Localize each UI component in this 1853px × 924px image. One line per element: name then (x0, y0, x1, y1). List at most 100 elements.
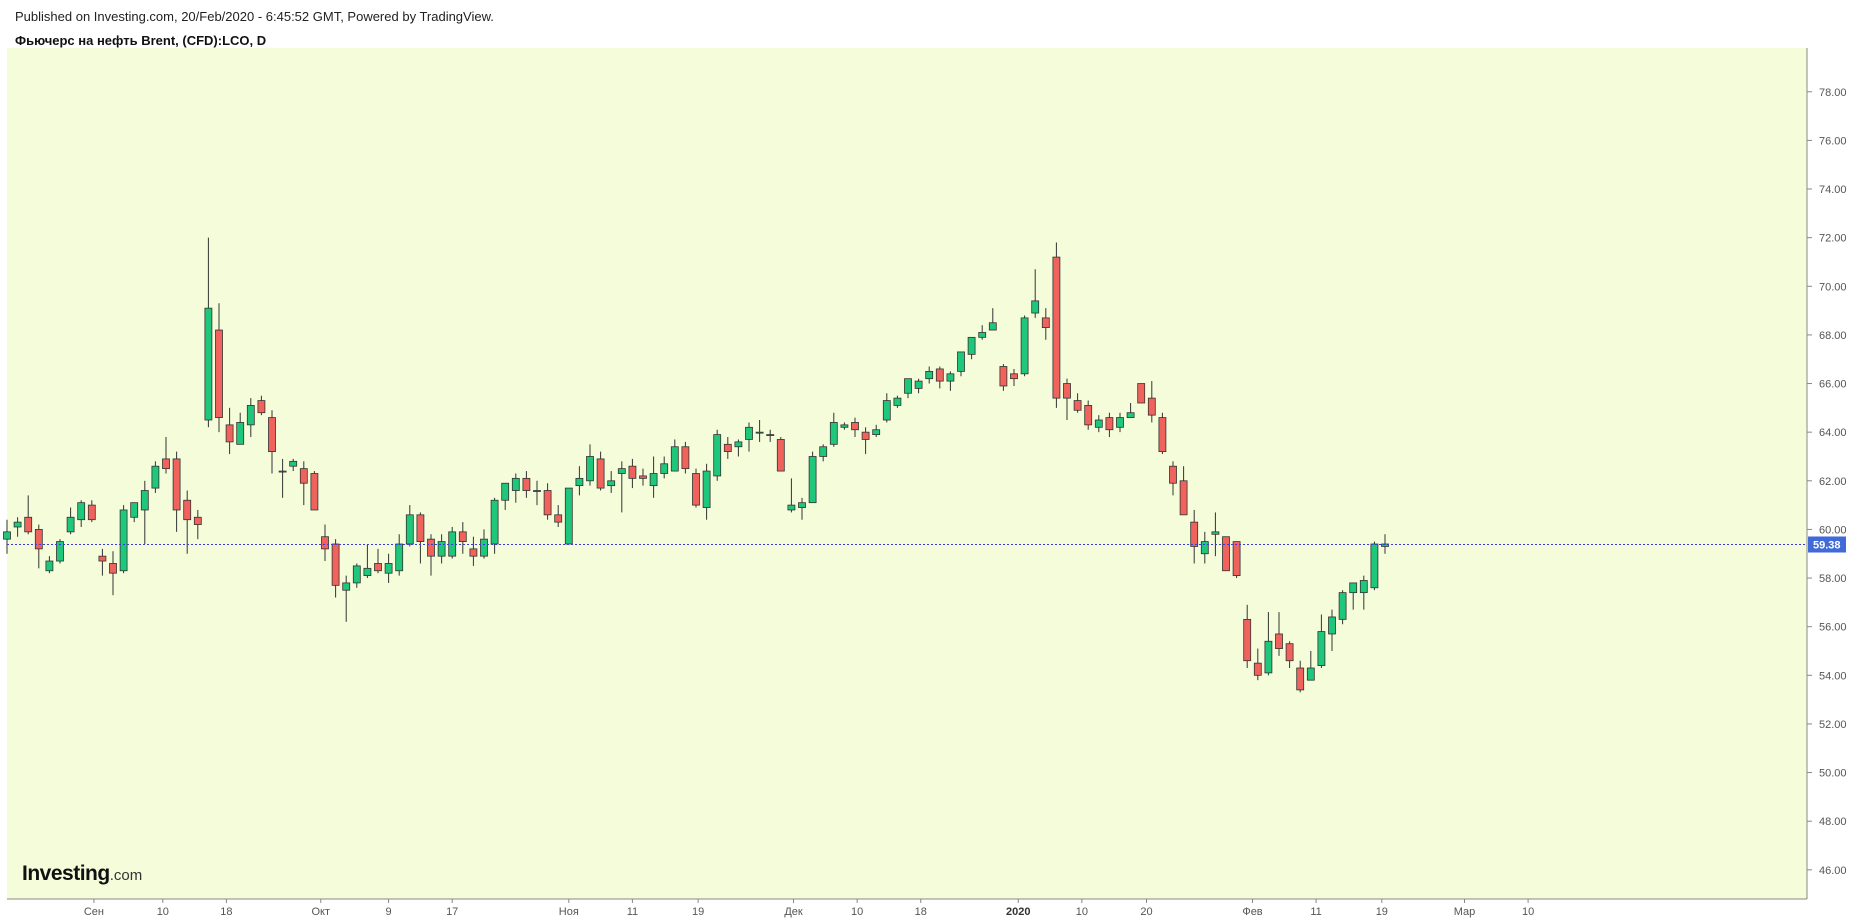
candle (77, 500, 86, 527)
candle (734, 439, 743, 457)
y-tick-label: 58.00 (1819, 573, 1847, 585)
candle-body (257, 400, 266, 414)
candle (766, 429, 775, 442)
candle (533, 480, 541, 506)
candle (872, 424, 881, 438)
candle-body (522, 477, 531, 491)
candle (745, 422, 753, 452)
candle (342, 575, 351, 622)
candle (787, 478, 796, 513)
candle (225, 407, 234, 455)
candle-body (639, 475, 647, 479)
candle-body (1041, 317, 1050, 329)
investing-logo: Investing.com (22, 862, 142, 886)
candle (204, 237, 213, 428)
plot-area[interactable] (7, 48, 1807, 899)
candle (978, 325, 987, 340)
candle (193, 509, 202, 540)
candle (596, 451, 605, 491)
candle-body (310, 473, 319, 511)
candle-body (935, 368, 944, 382)
candle (257, 395, 266, 416)
candle-body (140, 490, 149, 511)
candle (639, 468, 647, 486)
candle-body (98, 555, 107, 562)
candle-body (172, 458, 181, 511)
candle (1200, 531, 1209, 564)
candle-body (1211, 531, 1220, 535)
candle (861, 427, 870, 455)
candle (363, 544, 372, 579)
candle-body (1200, 541, 1209, 555)
candle-body (1370, 543, 1379, 589)
candle-body (988, 322, 997, 331)
candle (1253, 648, 1262, 681)
candle-body (607, 480, 616, 487)
candle (24, 495, 33, 535)
candle (1094, 415, 1103, 433)
candle (967, 336, 976, 360)
candle-body (268, 417, 276, 453)
candle-body (872, 429, 881, 435)
candle-body (617, 468, 626, 474)
candle-body (130, 502, 139, 518)
x-tick-label: 10 (1076, 906, 1088, 918)
candle-body (1264, 640, 1273, 674)
y-tick-label: 70.00 (1819, 281, 1847, 293)
candle-body (904, 378, 912, 394)
x-tick-label: 17 (446, 906, 458, 918)
candle (988, 308, 997, 331)
logo-suffix: .com (109, 867, 143, 884)
candle-body (34, 529, 43, 550)
candle-body (66, 516, 75, 533)
candle (1126, 402, 1135, 418)
candle-body (501, 482, 510, 501)
candle (607, 471, 616, 493)
candle (1169, 461, 1177, 496)
candle (1338, 590, 1347, 625)
candle (776, 437, 785, 472)
candle-body (999, 366, 1008, 387)
candle-body (670, 446, 679, 472)
candle (119, 505, 128, 574)
candle-body (24, 516, 33, 533)
candle-body (1169, 465, 1177, 484)
candle-body (1063, 383, 1071, 399)
candle (1306, 650, 1315, 681)
candle (66, 507, 75, 535)
candle-body (395, 543, 404, 572)
y-tick-label: 50.00 (1819, 768, 1847, 780)
candle-body (215, 329, 223, 418)
candle-body (1232, 541, 1241, 577)
x-tick-label: 18 (915, 906, 927, 918)
candle-body (702, 470, 711, 508)
candle-body (1179, 480, 1188, 516)
candle (448, 526, 457, 559)
candle (130, 502, 139, 523)
time-axis: Сен 10 18 Окт 9 17 Ноя 11 19 Дек 10 18 2020 10 20 Фев 11… (7, 898, 1807, 918)
candle (405, 505, 414, 547)
x-tick-label: 20 (1140, 906, 1152, 918)
candle (1317, 614, 1326, 669)
candle-body (575, 477, 584, 487)
candle (1211, 512, 1220, 557)
candle-body (1359, 580, 1368, 594)
candle (172, 451, 181, 532)
candle-body (681, 446, 690, 470)
candle-body (1338, 592, 1347, 620)
current-price-label: 59.38 (1813, 539, 1841, 551)
candle (882, 393, 891, 423)
candle (1063, 378, 1071, 421)
candle (3, 519, 11, 554)
candle (490, 497, 499, 554)
candle-body (745, 426, 753, 440)
candle (586, 444, 594, 486)
candle (1137, 383, 1146, 404)
y-tick-label: 54.00 (1819, 670, 1847, 682)
candle-body (162, 458, 170, 470)
candle-body (1222, 536, 1230, 572)
candle-body (829, 422, 838, 445)
candle-body (109, 563, 117, 574)
candle (522, 471, 531, 498)
